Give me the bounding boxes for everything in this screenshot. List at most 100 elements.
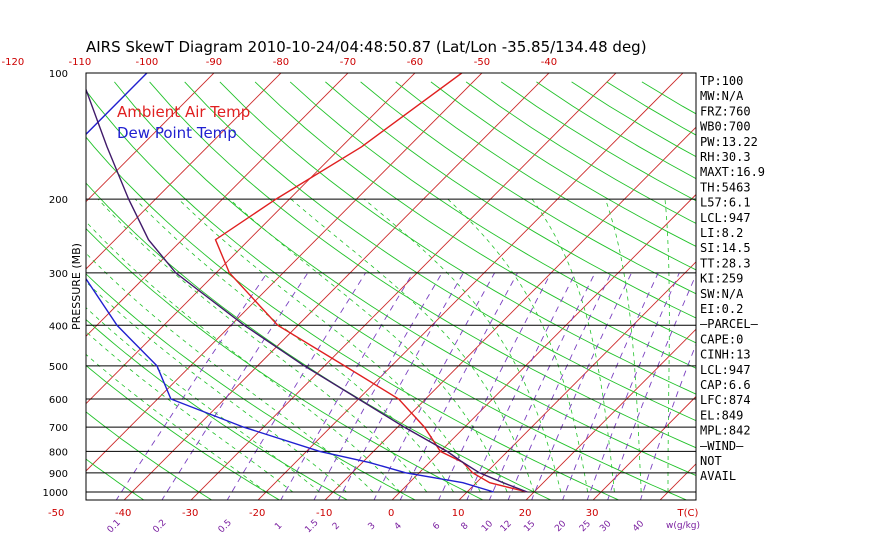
dry-adiabat-line bbox=[325, 81, 696, 319]
dry-adiabat-line bbox=[430, 81, 696, 247]
mixing-ratio-tick-label: 40 bbox=[631, 519, 646, 534]
index-item: EI:0.2 bbox=[700, 302, 743, 316]
temp-tick-label: 0 bbox=[388, 508, 394, 519]
top-temp-tick-label: -90 bbox=[206, 57, 222, 68]
mixing-ratio-line bbox=[337, 272, 464, 500]
moist-adiabat-line bbox=[229, 198, 508, 493]
dry-adiabat-line bbox=[86, 89, 688, 500]
top-temp-tick-label: -40 bbox=[541, 57, 557, 68]
isotherm-line bbox=[659, 463, 696, 500]
mixing-ratio-tick-label: 0.2 bbox=[151, 518, 168, 535]
y-axis-label: PRESSURE (MB) bbox=[70, 243, 83, 330]
moist-adiabat-line bbox=[134, 198, 454, 493]
top-temp-axis: -120 -110 -100 -90 -80 -70 -60 -50 -40 bbox=[2, 57, 558, 68]
temp-axis-unit: T(C) bbox=[677, 508, 699, 519]
mixing-ratio-tick-label: 12 bbox=[499, 519, 514, 534]
index-item: MW:N/A bbox=[700, 89, 744, 103]
index-item: WB0:700 bbox=[700, 120, 751, 134]
top-temp-tick-label: -50 bbox=[474, 57, 490, 68]
pressure-tick-label: 500 bbox=[49, 362, 68, 373]
mixing-ratio-tick-label: 1.5 bbox=[303, 518, 320, 535]
moist-adiabat-line bbox=[531, 198, 615, 493]
dry-adiabat-line bbox=[86, 411, 213, 500]
mixing-ratio-line bbox=[373, 272, 495, 500]
pressure-tick-label: 300 bbox=[49, 269, 68, 280]
mixing-ratio-tick-label: 4 bbox=[393, 521, 404, 532]
mixing-ratio-line bbox=[115, 272, 268, 500]
isotherm-line bbox=[86, 73, 215, 203]
index-item: RH:30.3 bbox=[700, 150, 751, 164]
profile-parcel bbox=[86, 87, 528, 493]
moist-adiabat-line bbox=[664, 199, 670, 492]
mixing-ratio-tick-label: 20 bbox=[553, 519, 568, 534]
pressure-tick-label: 100 bbox=[49, 69, 68, 80]
mixing-ratio-unit: w(g/kg) bbox=[666, 521, 700, 531]
dry-adiabat-line bbox=[86, 136, 620, 500]
plot-frame bbox=[85, 72, 697, 501]
mixing-ratio-tick-label: 15 bbox=[522, 519, 537, 534]
mixing-ratio-tick-label: 8 bbox=[460, 521, 471, 532]
mixing-ratio-line bbox=[531, 272, 632, 500]
isotherm-line bbox=[324, 126, 696, 500]
mixing-ratio-tick-label: 2 bbox=[331, 521, 342, 532]
index-item: —PARCEL— bbox=[700, 317, 759, 331]
pressure-tick-label: 400 bbox=[49, 321, 68, 332]
sounding-profiles bbox=[86, 73, 528, 493]
legend: Ambient Air Temp Dew Point Temp bbox=[117, 103, 250, 142]
index-item: EL:849 bbox=[700, 408, 743, 422]
mixing-ratio-tick-label: 0.1 bbox=[106, 518, 123, 535]
dry-adiabat-line bbox=[360, 81, 696, 295]
index-item: TP:100 bbox=[700, 74, 743, 88]
index-item: TT:28.3 bbox=[700, 256, 751, 270]
index-item: LFC:874 bbox=[700, 393, 751, 407]
dry-adiabat-line bbox=[289, 81, 696, 344]
top-temp-tick-label: -60 bbox=[407, 57, 423, 68]
mixing-ratio-line bbox=[562, 272, 659, 500]
isotherm-line bbox=[525, 328, 696, 500]
index-item: MPL:842 bbox=[700, 424, 751, 438]
moist-adiabat-line bbox=[86, 221, 401, 493]
index-item: CAP:6.6 bbox=[700, 378, 751, 392]
mixing-ratio-line bbox=[466, 272, 576, 500]
dry-adiabat-line bbox=[86, 182, 552, 500]
pressure-tick-label: 800 bbox=[49, 447, 68, 458]
mixing-ratio-axis: 0.1 0.2 0.5 1 1.5 2 3 4 6 8 10 12 15 20 25 30 40 w(g/kg) bbox=[106, 518, 700, 535]
mixing-ratio-tick-label: 6 bbox=[431, 521, 442, 532]
moist-adiabat-line bbox=[97, 198, 428, 493]
mixing-ratio-tick-label: 25 bbox=[578, 519, 593, 534]
dry-adiabat-line bbox=[219, 81, 696, 395]
temp-tick-label: 30 bbox=[586, 508, 599, 519]
pressure-axis: 100 200 300 400 500 600 700 800 900 1000 bbox=[43, 69, 68, 499]
mixing-ratio-line bbox=[313, 272, 443, 500]
index-item: FRZ:760 bbox=[700, 104, 751, 118]
isotherm-line bbox=[391, 193, 696, 500]
isotherm-line bbox=[86, 73, 282, 270]
mixing-ratio-line bbox=[607, 273, 696, 500]
index-item: SI:14.5 bbox=[700, 241, 751, 255]
pressure-tick-label: 600 bbox=[49, 395, 68, 406]
dry-adiabat-line bbox=[86, 458, 145, 500]
index-item: LCL:947 bbox=[700, 211, 751, 225]
isotherm-line bbox=[86, 73, 349, 337]
moist-adiabat-line bbox=[86, 331, 294, 493]
dry-adiabat-line bbox=[465, 81, 696, 224]
mixing-ratio-tick-label: 3 bbox=[367, 521, 378, 532]
index-item: LI:8.2 bbox=[700, 226, 743, 240]
top-temp-tick-label: -110 bbox=[69, 57, 92, 68]
moist-adiabat-line bbox=[605, 198, 642, 493]
moist-adiabat-line bbox=[86, 353, 267, 493]
top-temp-tick-label: -120 bbox=[2, 57, 25, 68]
temp-tick-label: -30 bbox=[182, 508, 198, 519]
index-item: NOT bbox=[700, 454, 722, 468]
moist-adiabat-line bbox=[86, 281, 347, 493]
dry-adiabat-line bbox=[114, 81, 696, 476]
bottom-temp-axis: -50 -40 -30 -20 -10 0 10 20 30 T(C) bbox=[48, 508, 699, 519]
mixing-ratio-line bbox=[438, 272, 552, 500]
temp-tick-label: -20 bbox=[249, 508, 265, 519]
top-temp-tick-label: -70 bbox=[340, 57, 356, 68]
pressure-tick-label: 200 bbox=[49, 195, 68, 206]
dry-adiabat-line bbox=[184, 81, 696, 422]
mixing-ratio-line bbox=[226, 272, 366, 500]
